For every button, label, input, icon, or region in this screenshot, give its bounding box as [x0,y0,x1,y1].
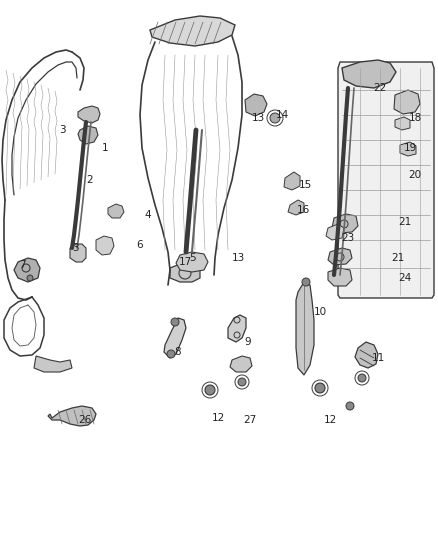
Text: 23: 23 [341,233,355,243]
Circle shape [171,318,179,326]
Circle shape [315,383,325,393]
Polygon shape [328,268,352,286]
Polygon shape [284,172,300,190]
Circle shape [205,385,215,395]
Polygon shape [394,90,420,114]
Polygon shape [228,315,246,342]
Text: 18: 18 [408,113,422,123]
Polygon shape [338,62,434,298]
Text: 8: 8 [175,347,181,357]
Text: 15: 15 [298,180,311,190]
Text: 3: 3 [59,125,65,135]
Polygon shape [78,106,100,123]
Polygon shape [326,224,344,240]
Text: 11: 11 [371,353,385,363]
Polygon shape [332,214,358,233]
Polygon shape [296,282,314,375]
Text: 5: 5 [189,253,195,263]
Text: 6: 6 [137,240,143,250]
Text: 26: 26 [78,415,92,425]
Circle shape [270,113,280,123]
Text: 2: 2 [87,175,93,185]
Text: 17: 17 [178,257,192,267]
Text: 24: 24 [399,273,412,283]
Text: 21: 21 [392,253,405,263]
Polygon shape [288,200,304,215]
Polygon shape [34,356,72,372]
Circle shape [346,402,354,410]
Polygon shape [150,16,235,46]
Polygon shape [70,244,86,262]
Circle shape [302,278,310,286]
Polygon shape [400,142,416,156]
Text: 20: 20 [409,170,421,180]
Circle shape [27,275,33,281]
Polygon shape [342,60,396,88]
Circle shape [238,378,246,386]
Text: 1: 1 [102,143,108,153]
Polygon shape [48,406,96,426]
Text: 13: 13 [231,253,245,263]
Polygon shape [328,248,352,265]
Polygon shape [355,342,378,368]
Text: 12: 12 [212,413,225,423]
Polygon shape [395,117,410,130]
Text: 13: 13 [251,113,265,123]
Text: 4: 4 [145,210,151,220]
Text: 3: 3 [72,243,78,253]
Polygon shape [14,258,40,282]
Polygon shape [170,264,200,282]
Text: 10: 10 [314,307,327,317]
Text: 19: 19 [403,143,417,153]
Polygon shape [164,318,186,358]
Circle shape [358,374,366,382]
Polygon shape [245,94,267,116]
Text: 22: 22 [373,83,387,93]
Text: 21: 21 [399,217,412,227]
Polygon shape [108,204,124,218]
Polygon shape [96,236,114,255]
Text: 16: 16 [297,205,310,215]
Text: 14: 14 [276,110,289,120]
Text: 27: 27 [244,415,257,425]
Polygon shape [78,126,98,144]
Circle shape [167,350,175,358]
Polygon shape [230,356,252,372]
Polygon shape [176,252,208,272]
Text: 7: 7 [19,260,25,270]
Text: 12: 12 [323,415,337,425]
Text: 9: 9 [245,337,251,347]
